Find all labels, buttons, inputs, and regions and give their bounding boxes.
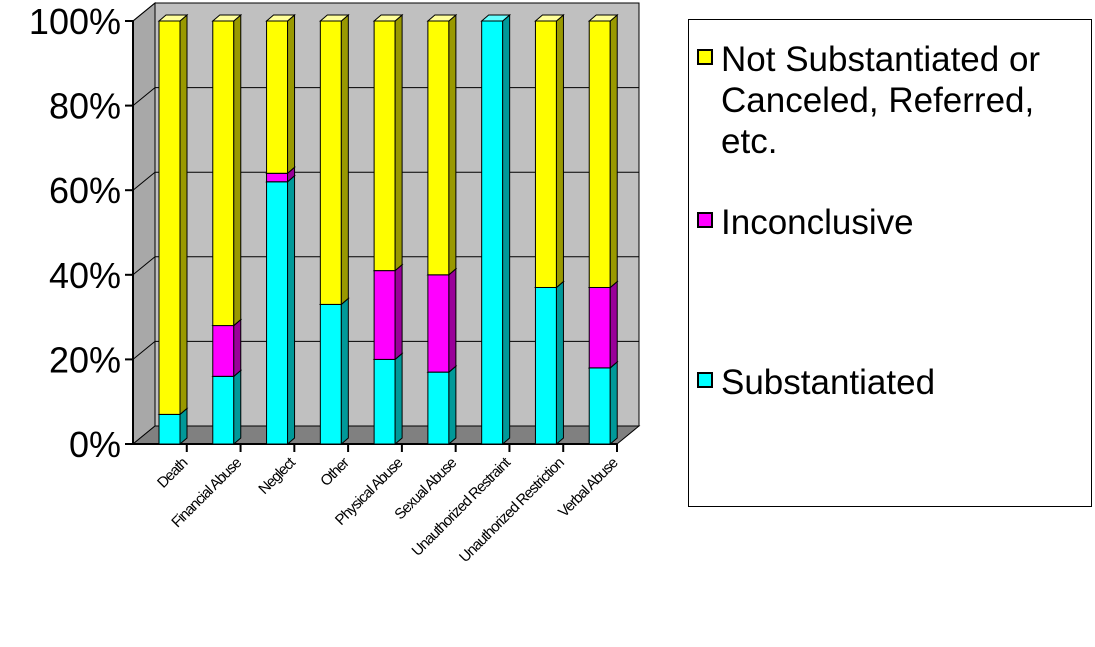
- y-tick-label: 40%: [49, 255, 121, 296]
- bar-top: [265, 14, 296, 22]
- bar-segment: [212, 20, 235, 327]
- gridline: [132, 87, 639, 106]
- bar-side: [179, 13, 188, 416]
- bar-segment: [588, 286, 611, 369]
- legend-item-substantiated: Substantiated: [697, 362, 1091, 403]
- legend-swatch-inconclusive: [697, 212, 713, 228]
- bar-side: [502, 13, 511, 446]
- bar-side: [233, 318, 242, 378]
- x-tick-label: Unauthorized Restriction: [456, 454, 568, 566]
- bar-segment: [481, 20, 504, 445]
- x-tick-label: Death: [154, 454, 191, 491]
- bar-side: [287, 174, 296, 446]
- bar-segment: [266, 20, 289, 174]
- gridline: [132, 340, 639, 360]
- bar-side: [555, 13, 564, 289]
- side-wall: [132, 1, 156, 446]
- y-tick-label: 0%: [69, 424, 121, 465]
- legend: Not Substantiated or Canceled, Referred,…: [688, 19, 1092, 507]
- bars: [157, 13, 619, 446]
- bar-segment: [427, 371, 450, 445]
- bar-side: [287, 13, 296, 175]
- bar-segment: [427, 274, 450, 373]
- x-tick-label: Neglect: [255, 454, 299, 498]
- bar-segment: [212, 325, 235, 377]
- bar-side: [394, 263, 403, 361]
- bar-segment: [373, 358, 396, 445]
- legend-item-inconclusive: Inconclusive: [697, 202, 1091, 243]
- bar-side: [340, 297, 349, 446]
- bar-side: [609, 13, 618, 289]
- bar-side: [233, 13, 242, 327]
- bar-top: [211, 14, 243, 22]
- gridlines: [132, 2, 639, 360]
- bar-side: [448, 365, 457, 446]
- bar-top: [318, 14, 350, 22]
- bar-side: [394, 13, 403, 272]
- legend-swatch-substantiated: [697, 372, 713, 388]
- bar-top: [157, 14, 189, 22]
- bar-segment: [373, 20, 396, 272]
- legend-label: Not Substantiated or Canceled, Referred,…: [721, 40, 1041, 161]
- y-tick-label: 100%: [29, 1, 121, 42]
- bar-segment: [588, 367, 611, 445]
- legend-item-not-substantiated: Not Substantiated or Canceled, Referred,…: [697, 39, 1091, 162]
- bar-segment: [158, 413, 181, 445]
- bar-side: [555, 280, 564, 446]
- gridline: [132, 256, 639, 276]
- bar-segment: [427, 20, 450, 276]
- bar-segment: [212, 375, 235, 445]
- y-tick-label: 20%: [49, 339, 121, 380]
- bar-side: [448, 267, 457, 374]
- gridline: [132, 2, 639, 22]
- x-tick-label: Other: [317, 454, 353, 490]
- x-tick-label: Unauthorized Restraint: [409, 454, 515, 560]
- y-tick-label: 80%: [49, 86, 121, 127]
- bar-top: [587, 14, 619, 22]
- bar-segment: [534, 20, 557, 288]
- legend-label: Substantiated: [721, 363, 936, 402]
- bar-segment: [158, 20, 181, 415]
- bar-side: [448, 13, 457, 276]
- bar-segment: [266, 172, 289, 183]
- bar-segment: [319, 20, 342, 305]
- bar-segment: [319, 303, 342, 445]
- bar-segment: [373, 270, 396, 360]
- y-tick-label: 60%: [49, 170, 121, 211]
- bar-side: [394, 352, 403, 446]
- legend-label: Inconclusive: [721, 203, 914, 242]
- bar-segment: [534, 286, 557, 445]
- bar-side: [233, 369, 242, 446]
- bar-side: [609, 280, 618, 369]
- gridline: [132, 171, 639, 191]
- bar-side: [340, 13, 349, 306]
- legend-swatch-not-substantiated: [697, 49, 713, 65]
- bar-top: [426, 14, 458, 22]
- bar-segment: [588, 20, 611, 288]
- bar-top: [372, 14, 404, 22]
- bar-side: [609, 360, 618, 446]
- bar-segment: [266, 181, 289, 445]
- x-tick-label: Verbal Abuse: [555, 454, 622, 521]
- bar-top: [534, 14, 565, 22]
- bar-top: [480, 14, 512, 22]
